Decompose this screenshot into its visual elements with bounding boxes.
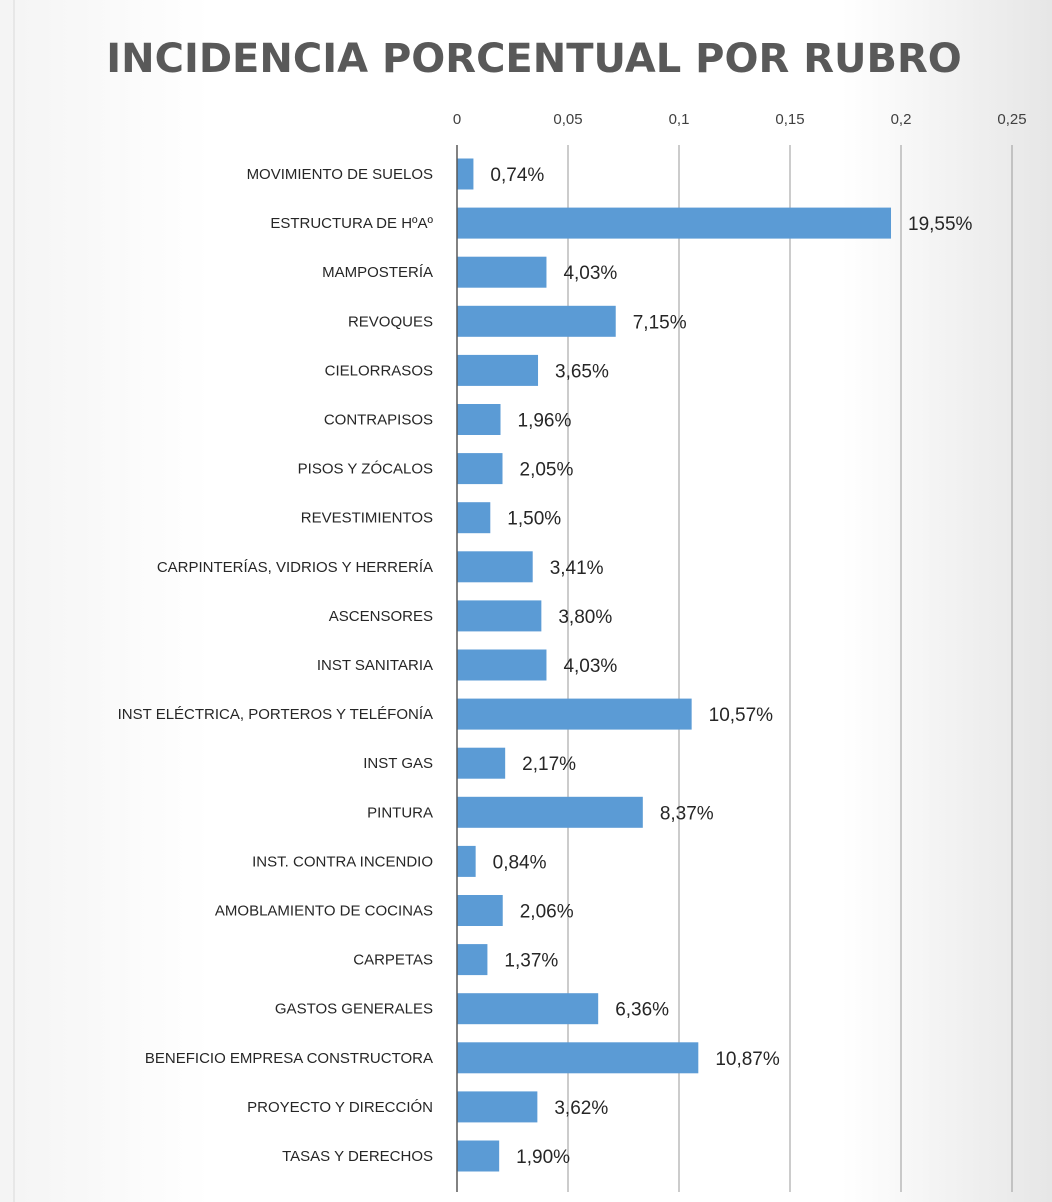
data-label: 10,87% (715, 1049, 780, 1070)
category-label: CARPETAS (353, 952, 433, 969)
category-label: INST. CONTRA INCENDIO (252, 853, 433, 870)
data-label: 0,84% (493, 852, 547, 873)
bar (457, 600, 542, 632)
category-label: AMOBLAMIENTO DE COCINAS (215, 903, 433, 920)
data-label: 0,74% (490, 165, 544, 186)
bar (457, 1091, 538, 1123)
bar (457, 354, 539, 386)
category-label: REVOQUES (348, 313, 433, 330)
bar (457, 796, 643, 828)
bar (457, 305, 616, 337)
category-label: CONTRAPISOS (324, 412, 433, 429)
x-axis-ticks: 0 0,05 0,1 0,15 0,2 0,25 (453, 111, 1027, 128)
x-tick-label: 0,15 (775, 111, 804, 128)
data-labels: 0,74% 19,55% 4,03% 7,15% 3,65% 1,96% 2,05% 1,50… (490, 165, 972, 1168)
data-label: 2,05% (520, 460, 574, 481)
category-label: INST SANITARIA (317, 657, 433, 674)
category-label: ESTRUCTURA DE HºAº (270, 215, 433, 232)
category-label: INST GAS (363, 755, 433, 772)
data-label: 6,36% (615, 1000, 669, 1021)
data-label: 10,57% (709, 705, 774, 726)
gridlines (567, 145, 1013, 1192)
bar (457, 1042, 699, 1074)
data-label: 4,03% (563, 656, 617, 677)
category-label: ASCENSORES (329, 608, 433, 625)
category-label: BENEFICIO EMPRESA CONSTRUCTORA (145, 1050, 433, 1067)
data-label: 19,55% (908, 214, 973, 235)
bar (457, 895, 503, 926)
bar (457, 404, 501, 435)
category-label: GASTOS GENERALES (275, 1001, 433, 1018)
data-label: 2,17% (522, 754, 576, 775)
data-label: 1,50% (507, 509, 561, 530)
bar (457, 158, 474, 190)
bar (457, 845, 476, 877)
category-label: MAMPOSTERÍA (322, 264, 433, 281)
category-label: INST ELÉCTRICA, PORTEROS Y TELÉFONÍA (118, 706, 433, 723)
bar (457, 1140, 500, 1172)
bar (457, 747, 506, 779)
category-label: PINTURA (367, 804, 433, 821)
x-tick-label: 0 (453, 111, 461, 128)
bar (457, 453, 503, 485)
bar (457, 207, 892, 239)
category-label: MOVIMIENTO DE SUELOS (247, 166, 433, 183)
bar (457, 649, 547, 681)
data-label: 3,62% (554, 1098, 608, 1119)
chart-title: INCIDENCIA PORCENTUAL POR RUBRO (106, 36, 962, 82)
category-label: REVESTIMIENTOS (301, 510, 433, 527)
data-label: 4,03% (563, 263, 617, 284)
category-label: PISOS Y ZÓCALOS (298, 461, 433, 478)
category-labels: MOVIMIENTO DE SUELOS ESTRUCTURA DE HºAº MA… (118, 166, 434, 1165)
data-label: 1,37% (504, 951, 558, 972)
bar (457, 993, 599, 1025)
category-label: TASAS Y DERECHOS (282, 1148, 433, 1165)
bar (457, 551, 533, 583)
data-label: 3,65% (555, 361, 609, 382)
data-label: 1,90% (516, 1147, 570, 1168)
data-label: 7,15% (633, 312, 687, 333)
category-label: CIELORRASOS (325, 362, 433, 379)
x-tick-label: 0,2 (891, 111, 912, 128)
bars (457, 158, 892, 1172)
bar (457, 944, 488, 976)
x-tick-label: 0,1 (669, 111, 690, 128)
data-label: 8,37% (660, 803, 714, 824)
x-tick-label: 0,25 (997, 111, 1026, 128)
bar (457, 256, 547, 288)
category-label: CARPINTERÍAS, VIDRIOS Y HERRERÍA (157, 559, 433, 576)
data-label: 2,06% (520, 902, 574, 923)
category-label: PROYECTO Y DIRECCIÓN (247, 1099, 433, 1116)
bar (457, 698, 692, 730)
data-label: 1,96% (518, 411, 572, 432)
data-label: 3,41% (550, 558, 604, 579)
bar (457, 502, 491, 534)
data-label: 3,80% (558, 607, 612, 628)
x-tick-label: 0,05 (553, 111, 582, 128)
